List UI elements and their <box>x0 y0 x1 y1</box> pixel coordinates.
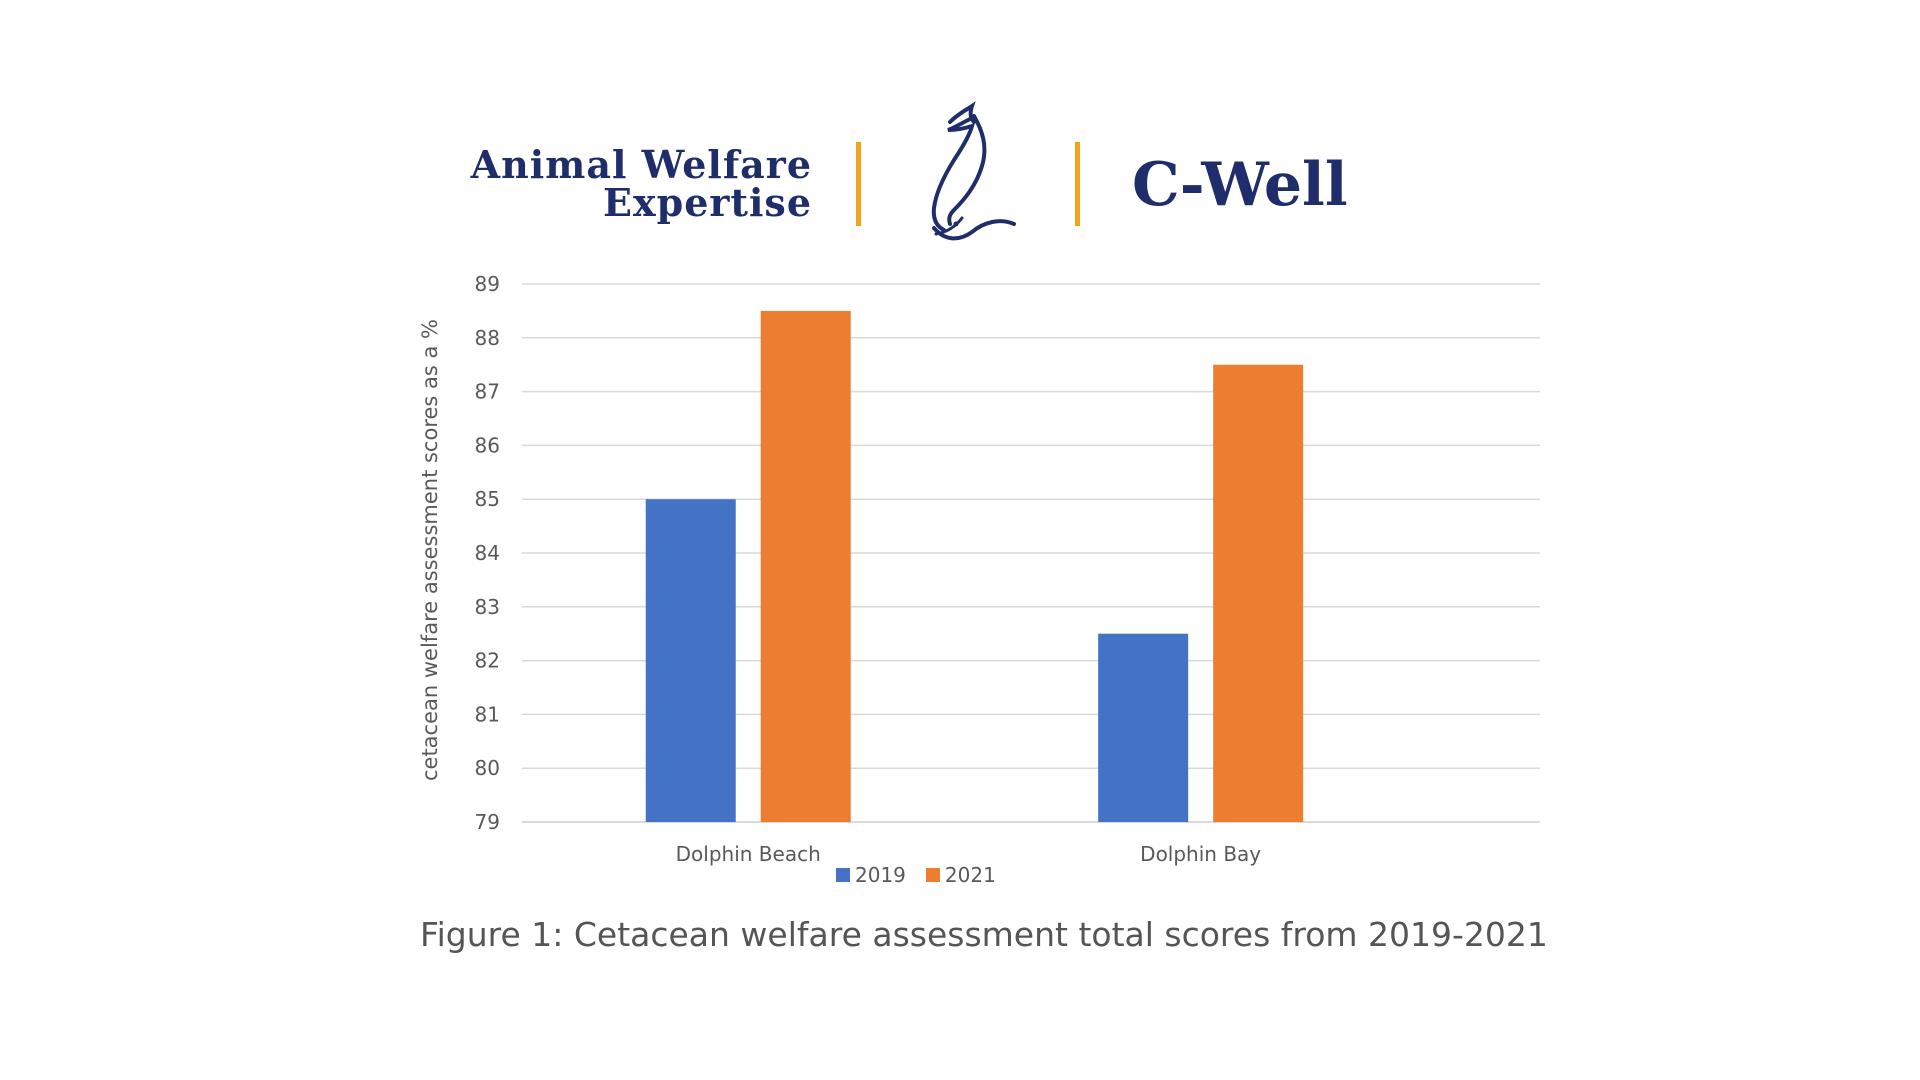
bar-dolphin-bay-2021 <box>1213 364 1304 822</box>
y-tick-label: 89 <box>475 272 500 296</box>
y-tick-label: 86 <box>475 433 500 457</box>
y-tick-label: 82 <box>475 649 500 673</box>
y-axis-ticks: 79 80 81 82 83 84 85 86 87 88 89 <box>475 272 500 834</box>
y-axis-label: cetacean welfare assessment scores as a … <box>418 319 442 781</box>
legend-swatch <box>925 868 940 882</box>
y-tick-label: 83 <box>475 595 500 619</box>
bars <box>645 310 1304 822</box>
brand-line-2: Expertise <box>603 180 812 225</box>
bar-dolphin-beach-2021 <box>760 310 851 822</box>
bar-dolphin-bay-2019 <box>1098 633 1189 822</box>
y-tick-label: 85 <box>475 487 500 511</box>
legend-swatch <box>836 868 850 882</box>
y-tick-label: 84 <box>475 541 500 565</box>
brand-line-1: Animal Welfare <box>470 142 812 187</box>
legend-label: 2021 <box>944 863 996 887</box>
bar-dolphin-beach-2019 <box>645 499 736 822</box>
x-tick-label: Dolphin Beach <box>676 842 821 866</box>
legend-label: 2019 <box>855 863 906 887</box>
header-divider-left <box>856 142 861 226</box>
y-tick-label: 80 <box>475 756 500 780</box>
chart-legend: 2019 2021 <box>836 863 996 887</box>
x-axis-labels: Dolphin Beach Dolphin Bay <box>676 842 1262 866</box>
legend-item: 2019 <box>836 863 906 887</box>
y-tick-label: 81 <box>475 702 500 726</box>
y-tick-label: 87 <box>475 380 500 404</box>
c-well-logo: C-Well <box>1132 150 1348 220</box>
header-divider-right <box>1075 142 1080 226</box>
y-tick-label: 79 <box>475 810 500 834</box>
y-tick-label: 88 <box>475 326 500 350</box>
dolphin-logo-icon <box>931 101 1016 241</box>
legend-item: 2021 <box>925 863 996 887</box>
figure-caption: Figure 1: Cetacean welfare assessment to… <box>420 915 1548 954</box>
x-tick-label: Dolphin Bay <box>1140 842 1261 866</box>
header: Animal Welfare Expertise C-Well <box>470 100 1370 250</box>
animal-welfare-expertise-logo: Animal Welfare Expertise <box>470 146 812 222</box>
